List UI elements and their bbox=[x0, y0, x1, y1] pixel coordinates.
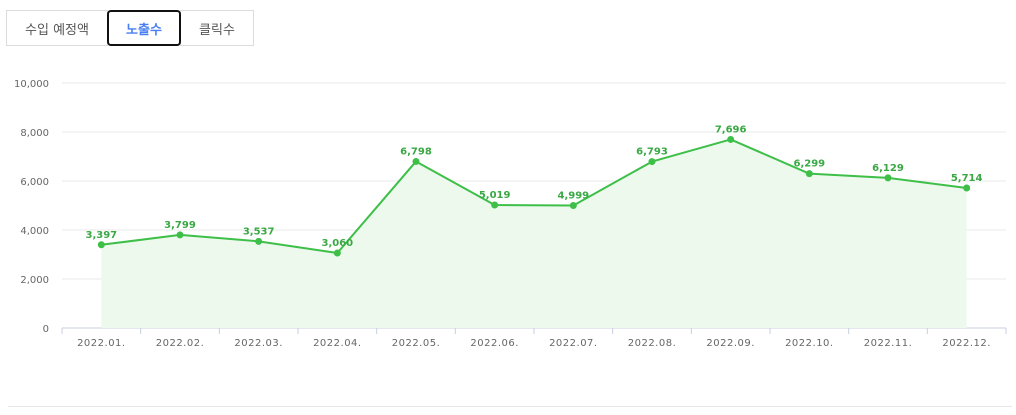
series-line bbox=[101, 138, 967, 255]
data-label: 6,129 bbox=[872, 163, 904, 174]
y-tick-label: 8,000 bbox=[20, 128, 49, 139]
tab-clicks[interactable]: 클릭수 bbox=[180, 10, 254, 46]
data-point bbox=[176, 231, 184, 239]
tab-expected-revenue[interactable]: 수입 예정액 bbox=[6, 10, 108, 46]
data-label: 3,060 bbox=[322, 238, 354, 249]
y-tick-label: 0 bbox=[43, 324, 49, 335]
data-point bbox=[648, 158, 656, 166]
x-tick-label: 2022.02. bbox=[156, 338, 205, 349]
data-point bbox=[97, 241, 105, 249]
data-point bbox=[569, 202, 577, 210]
data-label: 5,714 bbox=[951, 173, 983, 184]
x-tick-label: 2022.04. bbox=[313, 338, 362, 349]
data-label: 6,299 bbox=[794, 159, 826, 170]
x-tick-label: 2022.09. bbox=[706, 338, 755, 349]
data-label: 3,799 bbox=[164, 220, 196, 231]
tab-impressions[interactable]: 노출수 bbox=[107, 10, 181, 46]
x-tick-label: 2022.03. bbox=[234, 338, 283, 349]
data-point bbox=[412, 157, 420, 165]
x-tick-label: 2022.08. bbox=[628, 338, 677, 349]
y-tick-label: 10,000 bbox=[14, 79, 49, 90]
data-label: 5,019 bbox=[479, 190, 511, 201]
x-tick-label: 2022.05. bbox=[392, 338, 441, 349]
data-label: 4,999 bbox=[558, 191, 590, 202]
data-label: 6,793 bbox=[636, 147, 668, 158]
data-point bbox=[255, 237, 263, 245]
x-tick-label: 2022.12. bbox=[942, 338, 991, 349]
data-point bbox=[805, 170, 813, 178]
x-tick-label: 2022.11. bbox=[864, 338, 913, 349]
data-point bbox=[333, 249, 341, 257]
y-tick-label: 4,000 bbox=[20, 226, 49, 237]
x-tick-label: 2022.06. bbox=[470, 338, 519, 349]
x-tick-label: 2022.10. bbox=[785, 338, 834, 349]
x-tick-label: 2022.01. bbox=[77, 338, 126, 349]
data-label: 3,537 bbox=[243, 226, 275, 237]
y-tick-label: 2,000 bbox=[20, 275, 49, 286]
data-label: 3,397 bbox=[86, 230, 118, 241]
data-label: 6,798 bbox=[400, 146, 432, 157]
data-point bbox=[727, 135, 735, 143]
data-label: 7,696 bbox=[715, 124, 747, 135]
metric-tabs: 수입 예정액 노출수 클릭수 bbox=[6, 10, 254, 46]
y-tick-label: 6,000 bbox=[20, 177, 49, 188]
data-point bbox=[491, 201, 499, 209]
series-area bbox=[101, 139, 967, 328]
bottom-divider bbox=[8, 406, 1012, 407]
x-tick-label: 2022.07. bbox=[549, 338, 598, 349]
data-point bbox=[884, 174, 892, 182]
data-point bbox=[963, 184, 971, 192]
